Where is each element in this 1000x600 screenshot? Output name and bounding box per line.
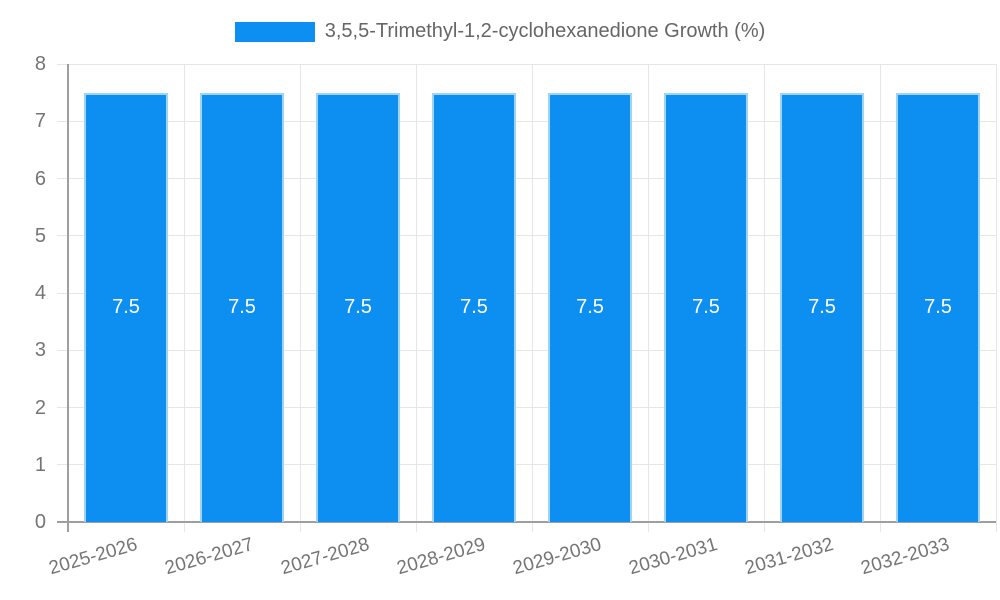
y-tick-label: 3 (34, 339, 46, 362)
y-tick-mark (57, 63, 68, 65)
y-tick-mark (57, 120, 68, 122)
y-tick-mark (57, 407, 68, 408)
x-tick-mark (647, 522, 649, 532)
bar-value-label: 7.5 (808, 296, 836, 319)
y-tick-mark (57, 178, 68, 179)
x-tick-label: 2029-2030 (510, 534, 604, 580)
x-gridline (995, 64, 997, 522)
chart-legend: 3,5,5-Trimethyl-1,2-cyclohexanedione Gro… (0, 20, 1000, 43)
y-tick-label: 1 (34, 453, 46, 476)
x-tick-label: 2032-2033 (858, 534, 952, 580)
bar[interactable] (548, 92, 632, 522)
y-tick-mark (57, 349, 68, 351)
x-gridline (647, 64, 649, 522)
x-tick-mark (763, 522, 765, 532)
x-tick-label: 2027-2028 (278, 534, 372, 580)
y-tick-label: 2 (34, 396, 46, 419)
bar-value-label: 7.5 (344, 296, 372, 319)
x-tick-mark (531, 522, 533, 532)
y-axis-line (67, 64, 69, 532)
y-tick-label: 8 (34, 53, 46, 75)
bar-value-label: 7.5 (692, 296, 720, 319)
x-tick-label: 2025-2026 (46, 534, 140, 580)
bar-value-label: 7.5 (924, 296, 952, 319)
legend-label: 3,5,5-Trimethyl-1,2-cyclohexanedione Gro… (324, 20, 766, 42)
y-tick-label: 6 (34, 167, 46, 190)
bar[interactable] (780, 92, 864, 522)
x-tick-mark (995, 522, 997, 532)
bar[interactable] (896, 92, 980, 522)
y-tick-label: 0 (34, 511, 46, 533)
bar[interactable] (84, 92, 168, 522)
bar-value-label: 7.5 (576, 296, 604, 319)
x-gridline (299, 64, 301, 522)
x-gridline (415, 64, 417, 522)
y-tick-mark (57, 235, 68, 237)
x-axis-line (57, 521, 996, 523)
legend-swatch-icon (234, 21, 315, 42)
bar-value-label: 7.5 (112, 296, 140, 319)
x-tick-label: 2031-2032 (742, 534, 836, 580)
x-tick-label: 2026-2027 (162, 534, 256, 580)
x-tick-label: 2030-2031 (626, 534, 720, 580)
x-tick-mark (183, 522, 185, 532)
x-tick-mark (415, 522, 417, 532)
x-tick-mark (879, 522, 881, 532)
y-tick-label: 7 (34, 110, 46, 133)
x-gridline (183, 64, 185, 522)
bar-value-label: 7.5 (460, 296, 488, 319)
bar[interactable] (316, 92, 400, 522)
bar[interactable] (432, 92, 516, 522)
x-gridline (531, 64, 533, 522)
bar[interactable] (200, 92, 284, 522)
y-tick-mark (57, 464, 68, 466)
y-tick-mark (57, 292, 68, 294)
x-tick-mark (299, 522, 301, 532)
x-tick-label: 2028-2029 (394, 534, 488, 580)
y-tick-label: 5 (34, 224, 46, 247)
x-gridline (763, 64, 765, 522)
bar[interactable] (664, 92, 748, 522)
bar-value-label: 7.5 (228, 296, 256, 319)
y-tick-label: 4 (34, 282, 46, 304)
legend-item[interactable]: 3,5,5-Trimethyl-1,2-cyclohexanedione Gro… (234, 20, 766, 43)
x-gridline (879, 64, 881, 522)
